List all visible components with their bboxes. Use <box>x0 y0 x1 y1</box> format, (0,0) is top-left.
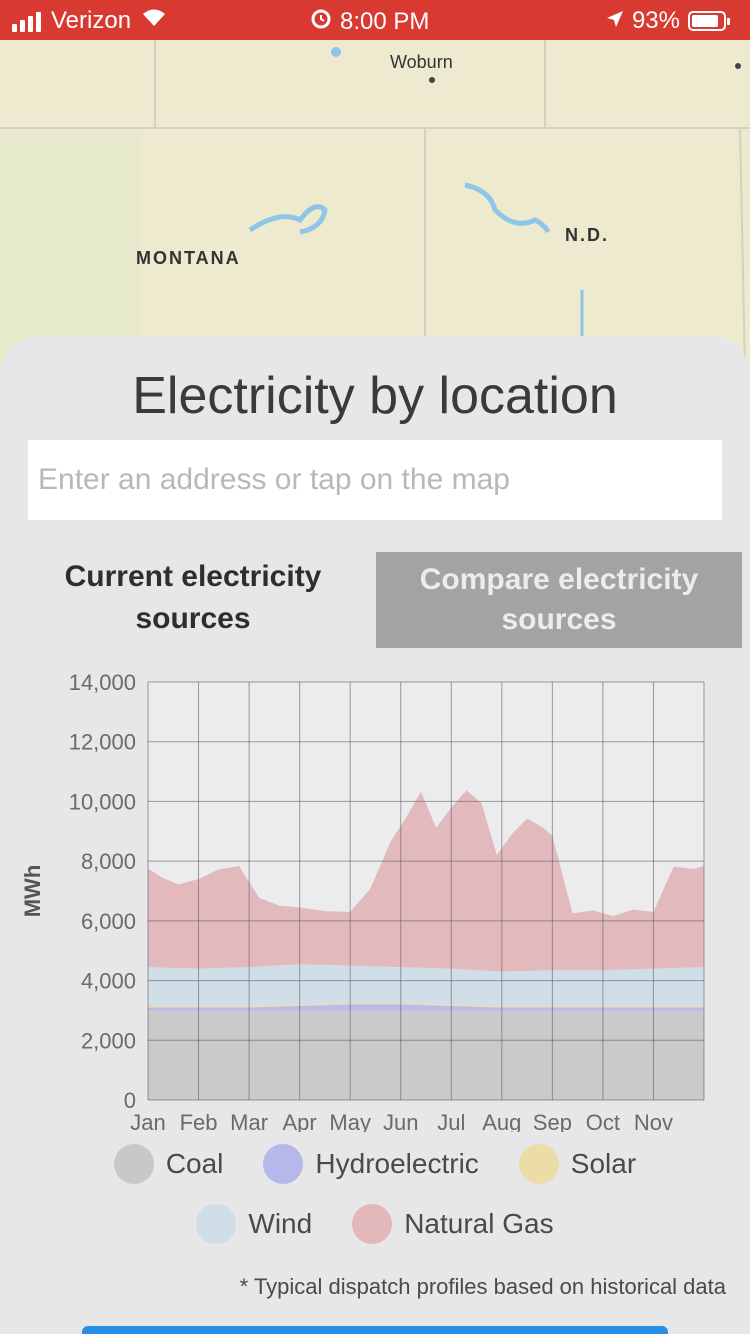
status-center: 8:00 PM <box>310 7 429 36</box>
battery-percent: 93% <box>631 7 680 34</box>
footnote: * Typical dispatch profiles based on his… <box>239 1274 726 1299</box>
y-tick-label: 2,000 <box>81 1028 136 1053</box>
legend-swatch <box>352 1204 393 1244</box>
location-arrow-icon <box>606 7 624 35</box>
y-tick-label: 4,000 <box>81 969 136 994</box>
bottom-sheet: Electricity by location Current electric… <box>0 336 750 1334</box>
y-axis-label: MWh <box>20 865 45 918</box>
legend-swatch <box>113 1144 154 1184</box>
legend-row: Coal Hydroelectric Solar <box>0 1134 750 1194</box>
series-area-natural-gas <box>148 790 704 972</box>
x-tick-label: Nov <box>634 1110 673 1132</box>
y-tick-label: 10,000 <box>69 789 136 814</box>
legend-row: Wind Natural Gas <box>0 1194 750 1254</box>
legend-item: Natural Gas <box>352 1204 554 1244</box>
legend-label: Hydroelectric <box>315 1148 479 1179</box>
series-area-wind <box>148 964 704 1006</box>
legend-item: Solar <box>518 1144 637 1184</box>
legend-label: Natural Gas <box>404 1208 554 1239</box>
alarm-icon <box>310 7 332 36</box>
x-tick-label: Feb <box>180 1110 218 1132</box>
map-state-label-nd: N.D. <box>565 225 609 245</box>
series-area-coal <box>148 1010 704 1100</box>
map-state-label-montana: MONTANA <box>136 248 241 268</box>
battery-icon <box>688 11 730 31</box>
tab-compare-sources[interactable]: Compare electricity sources <box>376 552 742 648</box>
status-time: 8:00 PM <box>340 7 430 35</box>
signal-bars-icon <box>12 10 41 32</box>
legend-item: Coal <box>113 1144 224 1184</box>
legend-label: Solar <box>570 1148 637 1179</box>
y-tick-label: 12,000 <box>69 730 136 755</box>
legend-swatch <box>196 1204 237 1244</box>
electricity-chart: 0 2,000 4,000 6,000 8,000 10,000 12,000 14,000 J… <box>20 670 705 1132</box>
x-tick-label: Jul <box>437 1110 465 1132</box>
x-tick-label: Jun <box>383 1110 418 1132</box>
map-city-label: Woburn <box>390 52 453 72</box>
series-area-hydroelectric <box>148 1004 704 1011</box>
x-tick-label: Apr <box>283 1110 317 1132</box>
x-tick-label: May <box>329 1110 371 1132</box>
page-title: Electricity by location <box>132 367 618 425</box>
legend-label: Wind <box>248 1208 313 1239</box>
tab-current-sources[interactable]: Current electricity sources <box>64 560 322 635</box>
wifi-icon <box>141 7 167 35</box>
x-tick-label: Mar <box>230 1110 268 1132</box>
y-tick-label: 6,000 <box>81 909 136 934</box>
y-tick-label: 0 <box>124 1088 136 1113</box>
address-search-input[interactable] <box>28 440 722 520</box>
legend-swatch <box>518 1144 559 1184</box>
y-tick-label: 8,000 <box>81 849 136 874</box>
status-left: Verizon <box>12 7 167 35</box>
legend-item: Hydroelectric <box>263 1144 479 1184</box>
legend-label: Coal <box>165 1148 224 1179</box>
legend-swatch <box>263 1144 304 1184</box>
bottom-action-button[interactable] <box>82 1326 668 1334</box>
chart-legend: Coal Hydroelectric Solar Wind Natural Gas <box>0 1134 750 1254</box>
x-tick-label: Oct <box>586 1110 620 1132</box>
x-tick-label: Aug <box>482 1110 521 1132</box>
status-bar: Verizon 8:00 PM 93% <box>0 0 750 40</box>
y-tick-label: 14,000 <box>69 670 136 695</box>
status-right: 93% <box>606 7 730 35</box>
carrier-label: Verizon <box>51 7 132 34</box>
map-view[interactable]: Woburn MONTANA N.D. <box>0 40 750 370</box>
map-graphic <box>0 40 750 370</box>
x-tick-label: Sep <box>533 1110 572 1132</box>
x-tick-label: Jan <box>130 1110 165 1132</box>
tab-compare-label: Compare electricity sources <box>419 563 699 636</box>
legend-item: Wind <box>196 1204 312 1244</box>
